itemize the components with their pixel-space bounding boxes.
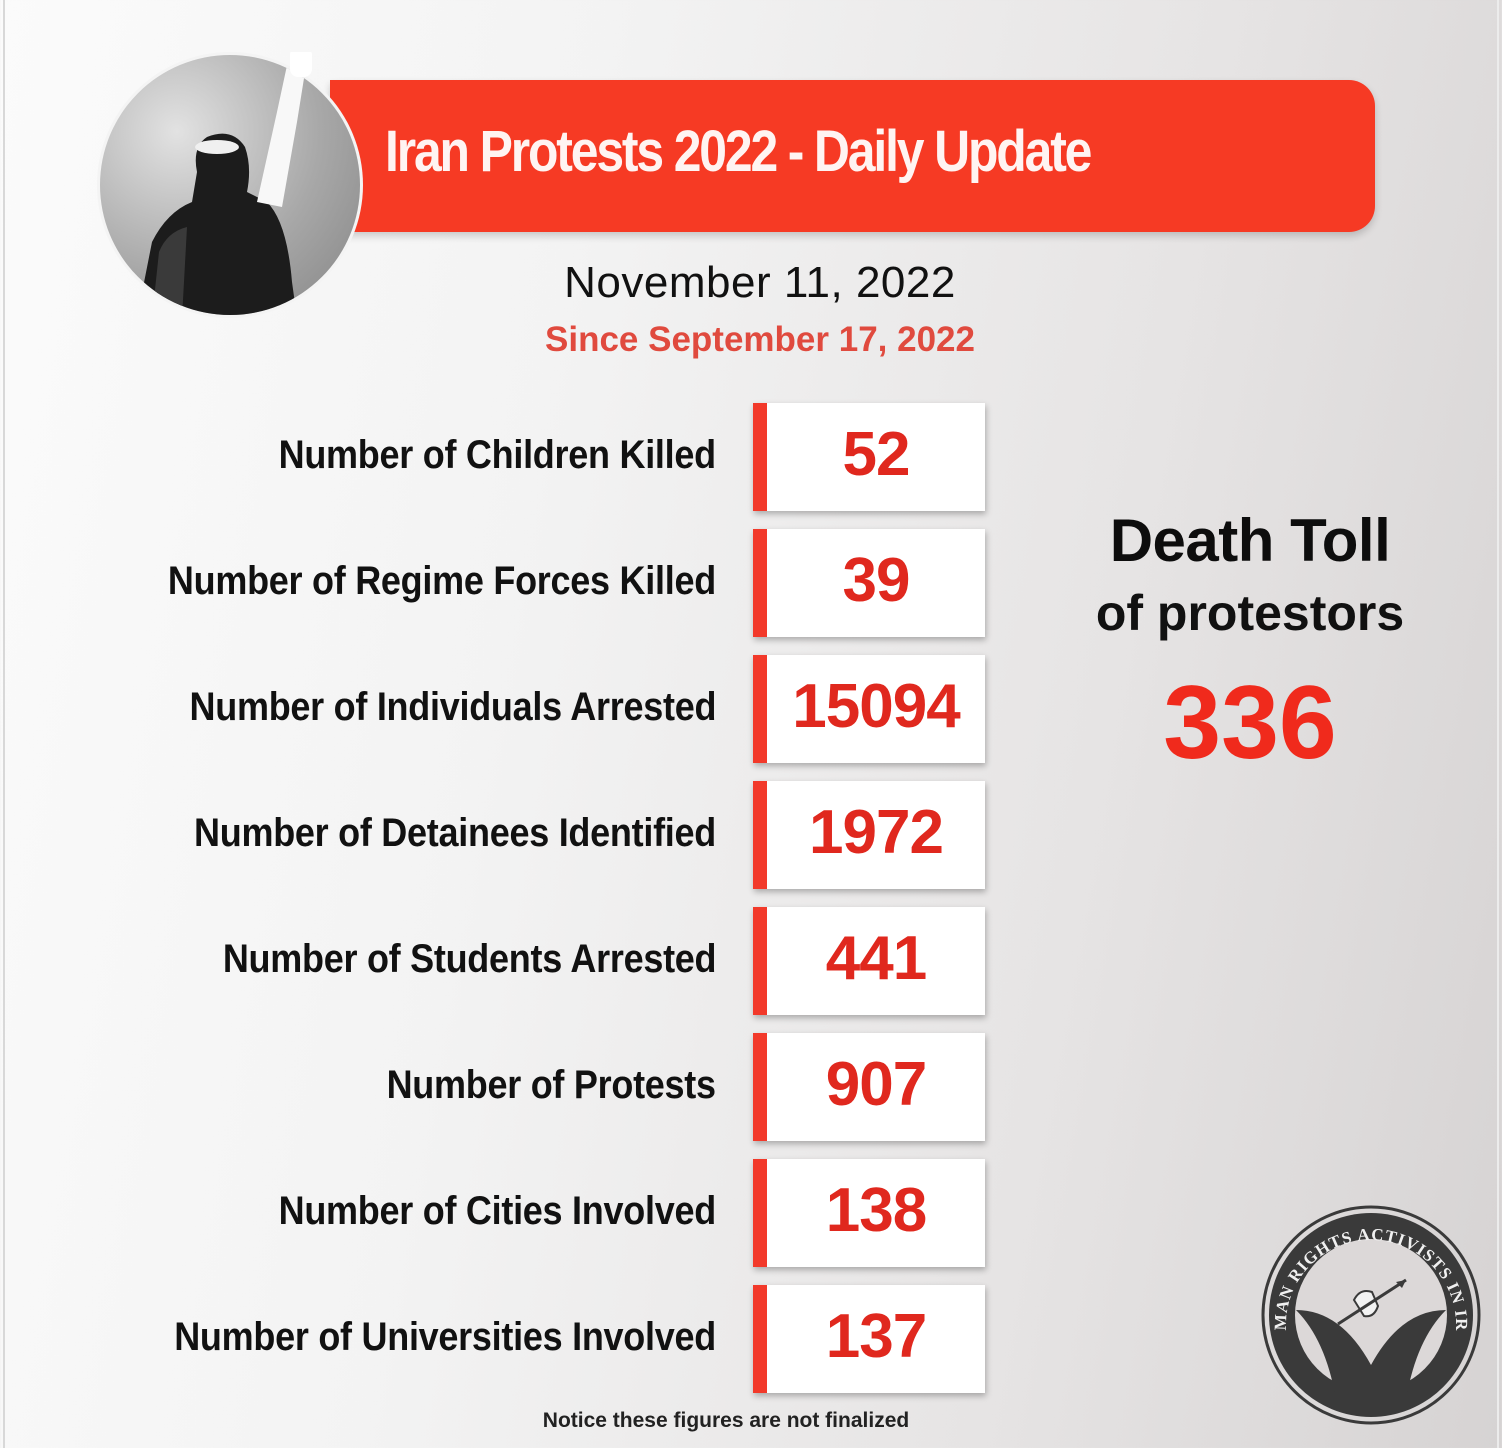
stat-label: Number of Cities Involved xyxy=(278,1189,717,1233)
stat-value-box: 138 xyxy=(753,1159,985,1267)
stat-value: 15094 xyxy=(792,672,960,741)
stat-value-box: 441 xyxy=(753,907,985,1015)
accent-bar xyxy=(753,1285,767,1393)
stat-value: 907 xyxy=(825,1050,927,1119)
stat-value-box: 907 xyxy=(753,1033,985,1141)
accent-bar xyxy=(753,529,767,637)
death-toll-subheading: of protestors xyxy=(1095,585,1405,641)
stat-label: Number of Regime Forces Killed xyxy=(167,559,716,603)
stat-value-box: 1972 xyxy=(753,781,985,889)
right-border xyxy=(1497,0,1499,1448)
human-rights-activists-logo-icon: HUMAN RIGHTS ACTIVISTS IN IRAN xyxy=(1249,1185,1486,1430)
stat-label: Number of Students Arrested xyxy=(222,937,717,981)
stat-value: 52 xyxy=(842,420,911,489)
raised-fist-protester-photo-icon xyxy=(97,52,363,318)
accent-bar xyxy=(753,907,767,1015)
accent-bar xyxy=(753,1033,767,1141)
stat-row-protests: Number of Protests 907 xyxy=(0,1033,1000,1141)
page-title: Iran Protests 2022 - Daily Update xyxy=(385,119,1092,184)
stat-row-detainees-identified: Number of Detainees Identified 1972 xyxy=(0,781,1000,889)
stat-row-universities-involved: Number of Universities Involved 137 xyxy=(0,1285,1000,1393)
stat-value-box: 137 xyxy=(753,1285,985,1393)
accent-bar xyxy=(753,781,767,889)
stat-row-regime-forces-killed: Number of Regime Forces Killed 39 xyxy=(0,529,1000,637)
stat-value: 39 xyxy=(842,546,911,615)
stat-value-box: 15094 xyxy=(753,655,985,763)
disclaimer-notice: Notice these figures are not finalized xyxy=(542,1409,910,1432)
stat-value: 1972 xyxy=(809,798,944,867)
stat-row-individuals-arrested: Number of Individuals Arrested 15094 xyxy=(0,655,1000,763)
accent-bar xyxy=(753,1159,767,1267)
stat-label: Number of Protests xyxy=(386,1063,716,1107)
stat-value: 138 xyxy=(825,1176,927,1245)
stat-row-cities-involved: Number of Cities Involved 138 xyxy=(0,1159,1000,1267)
accent-bar xyxy=(753,655,767,763)
stat-value-box: 39 xyxy=(753,529,985,637)
stat-row-students-arrested: Number of Students Arrested 441 xyxy=(0,907,1000,1015)
accent-bar xyxy=(753,403,767,511)
report-date: November 11, 2022 xyxy=(564,258,956,307)
stat-label: Number of Individuals Arrested xyxy=(189,685,716,729)
stat-label: Number of Children Killed xyxy=(278,433,717,477)
stat-value-box: 52 xyxy=(753,403,985,511)
left-border xyxy=(3,0,5,1448)
stat-value: 441 xyxy=(825,924,927,993)
death-toll-value: 336 xyxy=(1163,665,1337,781)
since-date: Since September 17, 2022 xyxy=(545,320,975,359)
death-toll-heading: Death Toll xyxy=(1109,507,1391,574)
stat-label: Number of Detainees Identified xyxy=(194,811,716,855)
stat-label: Number of Universities Involved xyxy=(174,1315,716,1359)
stat-value: 137 xyxy=(825,1302,927,1371)
title-banner xyxy=(330,80,1375,232)
stat-row-children-killed: Number of Children Killed 52 xyxy=(0,403,1000,511)
